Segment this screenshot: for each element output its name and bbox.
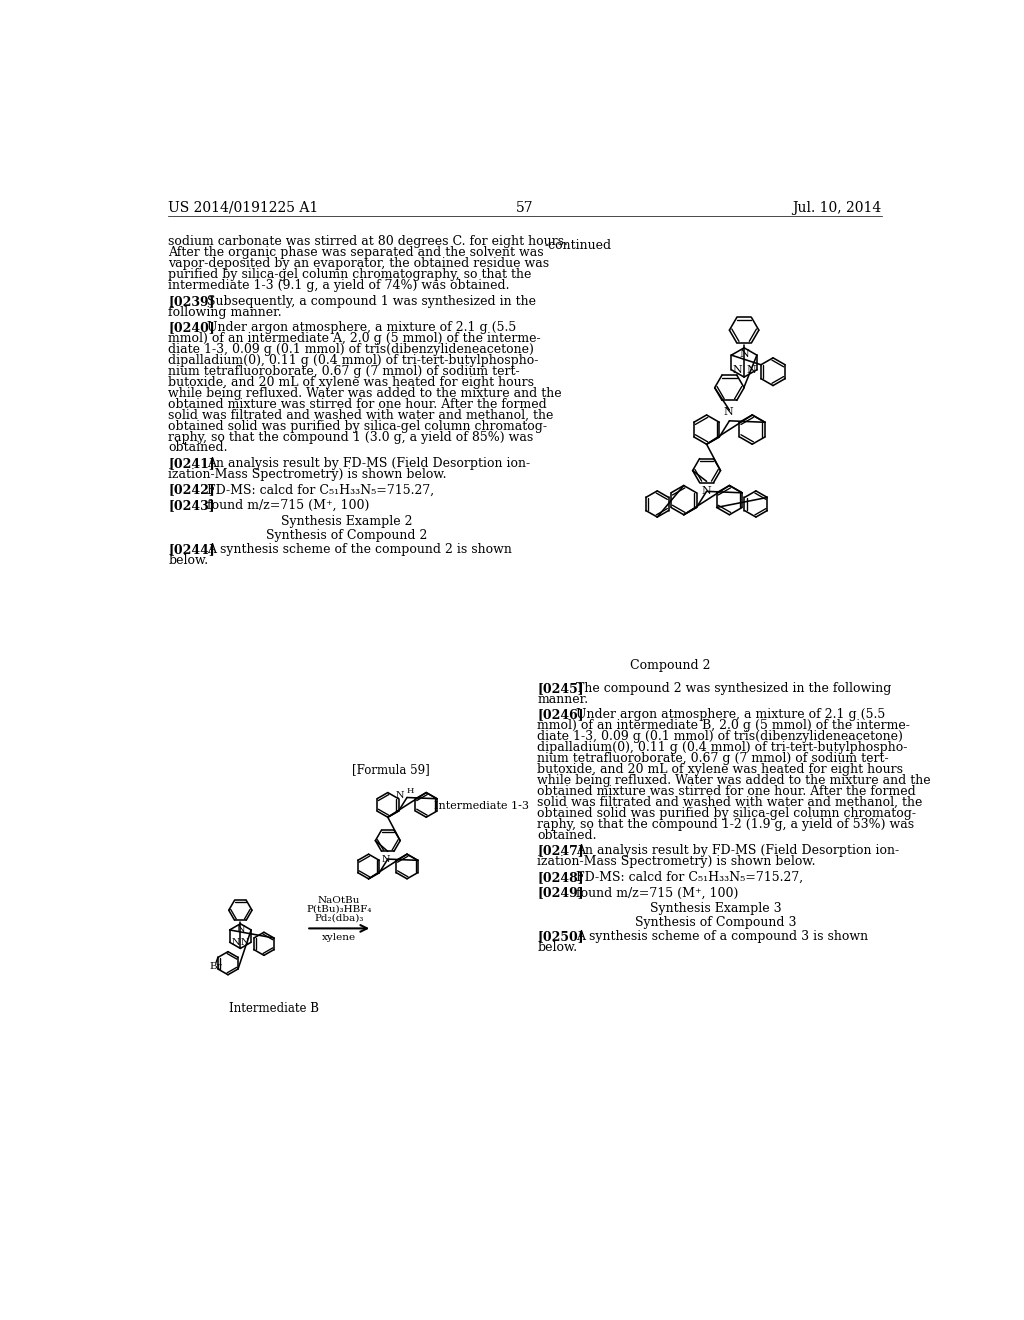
Text: solid was filtrated and washed with water and methanol, the: solid was filtrated and washed with wate… xyxy=(538,796,923,809)
Text: N: N xyxy=(237,925,245,935)
Text: [0242]: [0242] xyxy=(168,483,215,496)
Text: [0241]: [0241] xyxy=(168,457,215,470)
Text: Synthesis Example 3: Synthesis Example 3 xyxy=(649,902,781,915)
Text: dipalladium(0), 0.11 g (0.4 mmol) of tri-tert-butylphospho-: dipalladium(0), 0.11 g (0.4 mmol) of tri… xyxy=(538,742,907,754)
Text: obtained.: obtained. xyxy=(168,441,227,454)
Text: [0239]: [0239] xyxy=(168,294,215,308)
Text: -continued: -continued xyxy=(545,239,612,252)
Text: manner.: manner. xyxy=(538,693,589,706)
Text: intermediate 1-3 (9.1 g, a yield of 74%) was obtained.: intermediate 1-3 (9.1 g, a yield of 74%)… xyxy=(168,279,510,292)
Text: raphy, so that the compound 1-2 (1.9 g, a yield of 53%) was: raphy, so that the compound 1-2 (1.9 g, … xyxy=(538,818,914,830)
Text: N: N xyxy=(382,854,390,863)
Text: Br: Br xyxy=(209,962,222,972)
Text: purified by silica-gel column chromatography, so that the: purified by silica-gel column chromatogr… xyxy=(168,268,531,281)
Text: Compound 2: Compound 2 xyxy=(630,659,711,672)
Text: nium tetrafluoroborate, 0.67 g (7 mmol) of sodium tert-: nium tetrafluoroborate, 0.67 g (7 mmol) … xyxy=(538,752,889,766)
Text: N: N xyxy=(723,407,733,417)
Text: [Formula 59]: [Formula 59] xyxy=(352,763,430,776)
Text: while being refluxed. Water was added to the mixture and the: while being refluxed. Water was added to… xyxy=(538,774,931,787)
Text: H: H xyxy=(407,787,414,796)
Text: [0248]: [0248] xyxy=(538,871,584,884)
Text: N: N xyxy=(231,937,240,946)
Text: while being refluxed. Water was added to the mixture and the: while being refluxed. Water was added to… xyxy=(168,387,562,400)
Text: solid was filtrated and washed with water and methanol, the: solid was filtrated and washed with wate… xyxy=(168,409,554,421)
Text: sodium carbonate was stirred at 80 degrees C. for eight hours.: sodium carbonate was stirred at 80 degre… xyxy=(168,235,568,248)
Text: Subsequently, a compound 1 was synthesized in the: Subsequently, a compound 1 was synthesiz… xyxy=(207,294,536,308)
Text: below.: below. xyxy=(168,553,209,566)
Text: N: N xyxy=(732,364,742,375)
Text: diate 1-3, 0.09 g (0.1 mmol) of tris(dibenzylideneacetone): diate 1-3, 0.09 g (0.1 mmol) of tris(dib… xyxy=(168,343,535,356)
Text: obtained mixture was stirred for one hour. After the formed: obtained mixture was stirred for one hou… xyxy=(538,785,915,799)
Text: ization-Mass Spectrometry) is shown below.: ization-Mass Spectrometry) is shown belo… xyxy=(538,855,816,869)
Text: P(tBu)₃HBF₄: P(tBu)₃HBF₄ xyxy=(306,904,372,913)
Text: A synthesis scheme of the compound 2 is shown: A synthesis scheme of the compound 2 is … xyxy=(207,543,512,556)
Text: nium tetrafluoroborate, 0.67 g (7 mmol) of sodium tert-: nium tetrafluoroborate, 0.67 g (7 mmol) … xyxy=(168,364,520,378)
Text: dipalladium(0), 0.11 g (0.4 mmol) of tri-tert-butylphospho-: dipalladium(0), 0.11 g (0.4 mmol) of tri… xyxy=(168,354,539,367)
Text: mmol) of an intermediate B, 2.0 g (5 mmol) of the interme-: mmol) of an intermediate B, 2.0 g (5 mmo… xyxy=(538,719,910,733)
Text: [0243]: [0243] xyxy=(168,499,215,512)
Text: [0249]: [0249] xyxy=(538,886,584,899)
Text: Under argon atmosphere, a mixture of 2.1 g (5.5: Under argon atmosphere, a mixture of 2.1… xyxy=(207,321,516,334)
Text: vapor-deposited by an evaporator, the obtained residue was: vapor-deposited by an evaporator, the ob… xyxy=(168,257,550,271)
Text: N: N xyxy=(241,937,250,946)
Text: found m/z=715 (M⁺, 100): found m/z=715 (M⁺, 100) xyxy=(207,499,370,512)
Text: A synthesis scheme of a compound 3 is shown: A synthesis scheme of a compound 3 is sh… xyxy=(575,931,868,942)
Text: found m/z=715 (M⁺, 100): found m/z=715 (M⁺, 100) xyxy=(575,886,738,899)
Text: obtained mixture was stirred for one hour. After the formed: obtained mixture was stirred for one hou… xyxy=(168,397,547,411)
Text: raphy, so that the compound 1 (3.0 g, a yield of 85%) was: raphy, so that the compound 1 (3.0 g, a … xyxy=(168,430,534,444)
Text: [0247]: [0247] xyxy=(538,845,584,857)
Text: After the organic phase was separated and the solvent was: After the organic phase was separated an… xyxy=(168,247,544,259)
Text: mmol) of an intermediate A, 2.0 g (5 mmol) of the interme-: mmol) of an intermediate A, 2.0 g (5 mmo… xyxy=(168,333,541,345)
Text: N: N xyxy=(701,486,712,496)
Text: Intermediate 1-3: Intermediate 1-3 xyxy=(434,801,529,812)
Text: [0244]: [0244] xyxy=(168,543,215,556)
Text: [0245]: [0245] xyxy=(538,682,584,696)
Text: N: N xyxy=(746,364,756,375)
Text: obtained.: obtained. xyxy=(538,829,597,842)
Text: Pd₂(dba)₃: Pd₂(dba)₃ xyxy=(314,913,364,923)
Text: US 2014/0191225 A1: US 2014/0191225 A1 xyxy=(168,201,318,215)
Text: [0240]: [0240] xyxy=(168,321,215,334)
Text: obtained solid was purified by silica-gel column chromatog-: obtained solid was purified by silica-ge… xyxy=(168,420,547,433)
Text: butoxide, and 20 mL of xylene was heated for eight hours: butoxide, and 20 mL of xylene was heated… xyxy=(168,376,535,389)
Text: xylene: xylene xyxy=(323,933,356,942)
Text: below.: below. xyxy=(538,941,578,954)
Text: Synthesis of Compound 2: Synthesis of Compound 2 xyxy=(266,528,427,541)
Text: The compound 2 was synthesized in the following: The compound 2 was synthesized in the fo… xyxy=(575,682,891,696)
Text: An analysis result by FD-MS (Field Desorption ion-: An analysis result by FD-MS (Field Desor… xyxy=(575,845,899,857)
Text: An analysis result by FD-MS (Field Desorption ion-: An analysis result by FD-MS (Field Desor… xyxy=(207,457,530,470)
Text: obtained solid was purified by silica-gel column chromatog-: obtained solid was purified by silica-ge… xyxy=(538,807,916,820)
Text: Synthesis of Compound 3: Synthesis of Compound 3 xyxy=(635,916,797,929)
Text: [0246]: [0246] xyxy=(538,709,584,722)
Text: NaOtBu: NaOtBu xyxy=(318,896,360,906)
Text: N: N xyxy=(739,348,749,359)
Text: Jul. 10, 2014: Jul. 10, 2014 xyxy=(792,201,882,215)
Text: 57: 57 xyxy=(516,201,534,215)
Text: [0250]: [0250] xyxy=(538,931,584,942)
Text: Intermediate B: Intermediate B xyxy=(228,1002,318,1015)
Text: Under argon atmosphere, a mixture of 2.1 g (5.5: Under argon atmosphere, a mixture of 2.1… xyxy=(575,709,885,722)
Text: ization-Mass Spectrometry) is shown below.: ization-Mass Spectrometry) is shown belo… xyxy=(168,467,446,480)
Text: butoxide, and 20 mL of xylene was heated for eight hours: butoxide, and 20 mL of xylene was heated… xyxy=(538,763,903,776)
Text: N: N xyxy=(395,791,403,800)
Text: Synthesis Example 2: Synthesis Example 2 xyxy=(281,515,413,528)
Text: following manner.: following manner. xyxy=(168,306,282,318)
Text: FD-MS: calcd for C₅₁H₃₃N₅=715.27,: FD-MS: calcd for C₅₁H₃₃N₅=715.27, xyxy=(575,871,803,884)
Text: FD-MS: calcd for C₅₁H₃₃N₅=715.27,: FD-MS: calcd for C₅₁H₃₃N₅=715.27, xyxy=(207,483,434,496)
Text: diate 1-3, 0.09 g (0.1 mmol) of tris(dibenzylideneacetone): diate 1-3, 0.09 g (0.1 mmol) of tris(dib… xyxy=(538,730,903,743)
